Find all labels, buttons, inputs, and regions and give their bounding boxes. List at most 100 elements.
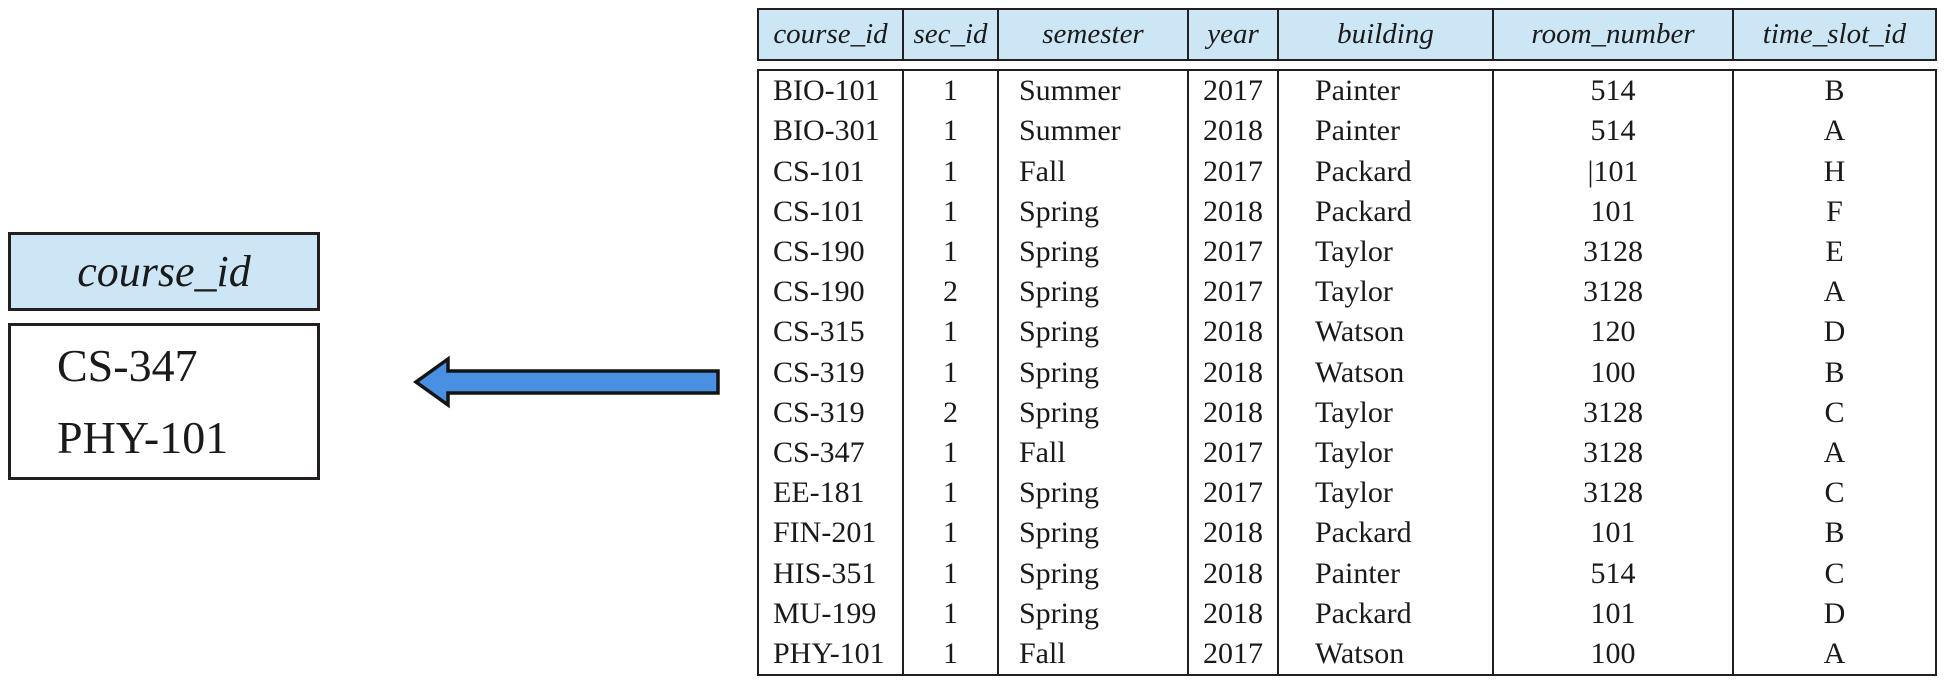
column-header-building: building bbox=[1279, 10, 1494, 59]
table-cell-year: 2018 bbox=[1189, 352, 1279, 393]
table-cell-room_number: 3128 bbox=[1494, 272, 1734, 313]
table-row: HIS-351 1 Spring 2018 Painter 514 C bbox=[759, 553, 1935, 594]
table-cell-sec_id: 1 bbox=[904, 633, 999, 675]
table-cell-building: Packard bbox=[1279, 191, 1494, 232]
table-cell-time_slot_id: C bbox=[1824, 556, 1845, 590]
table-cell-semester: Spring bbox=[999, 392, 1189, 433]
table-cell-building: Packard bbox=[1279, 593, 1494, 634]
table-cell-time_slot_id: A bbox=[1823, 114, 1846, 148]
table-row: BIO-301 1 Summer 2018 Painter 514 A bbox=[759, 111, 1935, 152]
section-table-header-row: course_id sec_id semester year building room_… bbox=[757, 8, 1937, 61]
table-cell-room_number: 514 bbox=[1494, 553, 1734, 594]
table-cell-semester: Spring bbox=[999, 191, 1189, 232]
table-cell-sec_id: 1 bbox=[904, 71, 999, 112]
table-cell-semester: Spring bbox=[999, 553, 1189, 594]
table-cell-time_slot_id: F bbox=[1826, 194, 1843, 228]
table-cell-course_id: EE-181 bbox=[759, 473, 904, 514]
left-arrow-icon bbox=[412, 355, 722, 409]
table-cell-sec_id: 1 bbox=[904, 553, 999, 594]
table-cell-course_id: BIO-301 bbox=[759, 111, 904, 152]
table-cell-course_id: CS-315 bbox=[759, 312, 904, 353]
table-cell-room_number: 3128 bbox=[1494, 473, 1734, 514]
table-cell-course_id: HIS-351 bbox=[759, 553, 904, 594]
table-cell-building: Taylor bbox=[1279, 473, 1494, 514]
table-row: CS-347 1 Fall 2017 Taylor 3128 A bbox=[759, 432, 1935, 474]
table-cell-semester: Spring bbox=[999, 231, 1189, 273]
table-cell-semester: Spring bbox=[999, 352, 1189, 393]
table-cell-building: Watson bbox=[1279, 352, 1494, 393]
table-cell-building: Watson bbox=[1279, 312, 1494, 353]
table-cell-time_slot_id: B bbox=[1824, 74, 1845, 108]
table-cell-time_slot_id: B bbox=[1824, 355, 1845, 389]
table-cell-sec_id: 1 bbox=[904, 593, 999, 634]
table-cell-sec_id: 1 bbox=[904, 191, 999, 232]
table-row: BIO-101 1 Summer 2017 Painter 514 B bbox=[759, 71, 1935, 112]
table-cell-time_slot_id: A bbox=[1823, 275, 1846, 309]
table-cell-year: 2018 bbox=[1189, 312, 1279, 353]
table-cell-sec_id: 1 bbox=[904, 111, 999, 152]
table-cell-sec_id: 1 bbox=[904, 513, 999, 554]
column-header-year: year bbox=[1189, 10, 1279, 59]
column-header-room_number: room_number bbox=[1494, 10, 1734, 59]
table-row: CS-319 2 Spring 2018 Taylor 3128 C bbox=[759, 392, 1935, 433]
table-row: CS-101 1 Spring 2018 Packard 101 F bbox=[759, 191, 1935, 232]
table-row: FIN-201 1 Spring 2018 Packard 101 B bbox=[759, 513, 1935, 554]
column-header-course_id: course_id bbox=[759, 10, 904, 59]
table-cell-course_id: PHY-101 bbox=[759, 633, 904, 675]
result-header-label: course_id bbox=[77, 247, 251, 296]
table-cell-time_slot_id: D bbox=[1823, 315, 1846, 349]
table-cell-semester: Summer bbox=[999, 111, 1189, 152]
table-cell-course_id: CS-347 bbox=[759, 432, 904, 474]
table-cell-room_number: |101 bbox=[1494, 151, 1734, 192]
table-cell-sec_id: 1 bbox=[904, 352, 999, 393]
table-cell-year: 2017 bbox=[1189, 633, 1279, 675]
table-cell-room_number: 101 bbox=[1494, 593, 1734, 634]
table-cell-room_number: 3128 bbox=[1494, 432, 1734, 474]
result-value: PHY-101 bbox=[57, 411, 229, 463]
table-cell-time_slot_id: A bbox=[1823, 435, 1846, 469]
table-cell-year: 2017 bbox=[1189, 71, 1279, 112]
table-row: CS-190 1 Spring 2017 Taylor 3128 E bbox=[759, 231, 1935, 273]
table-cell-course_id: CS-319 bbox=[759, 392, 904, 433]
table-row: CS-315 1 Spring 2018 Watson 120 D bbox=[759, 312, 1935, 353]
table-cell-year: 2018 bbox=[1189, 553, 1279, 594]
table-cell-year: 2017 bbox=[1189, 473, 1279, 514]
table-cell-time_slot_id: H bbox=[1823, 154, 1846, 188]
table-cell-course_id: MU-199 bbox=[759, 593, 904, 634]
table-cell-course_id: CS-319 bbox=[759, 352, 904, 393]
table-cell-room_number: 101 bbox=[1494, 191, 1734, 232]
table-cell-sec_id: 1 bbox=[904, 151, 999, 192]
table-cell-semester: Spring bbox=[999, 513, 1189, 554]
table-cell-building: Painter bbox=[1279, 111, 1494, 152]
table-cell-semester: Spring bbox=[999, 593, 1189, 634]
table-cell-time_slot_id: B bbox=[1824, 516, 1845, 550]
table-cell-course_id: CS-190 bbox=[759, 272, 904, 313]
table-cell-room_number: 100 bbox=[1494, 633, 1734, 675]
table-cell-time_slot_id: D bbox=[1823, 596, 1846, 630]
table-cell-room_number: 3128 bbox=[1494, 392, 1734, 433]
table-cell-course_id: CS-101 bbox=[759, 151, 904, 192]
table-cell-sec_id: 1 bbox=[904, 432, 999, 474]
table-cell-year: 2018 bbox=[1189, 513, 1279, 554]
table-cell-sec_id: 1 bbox=[904, 231, 999, 273]
table-cell-time_slot_id: E bbox=[1825, 234, 1844, 268]
table-cell-year: 2018 bbox=[1189, 392, 1279, 433]
section-table-body: BIO-101 1 Summer 2017 Painter 514 B BIO-301 1 Sum… bbox=[757, 69, 1937, 676]
table-cell-sec_id: 1 bbox=[904, 312, 999, 353]
table-cell-sec_id: 2 bbox=[904, 272, 999, 313]
table-cell-building: Watson bbox=[1279, 633, 1494, 675]
table-cell-year: 2018 bbox=[1189, 191, 1279, 232]
table-cell-semester: Spring bbox=[999, 312, 1189, 353]
result-values-box: CS-347 PHY-101 bbox=[8, 323, 320, 480]
table-cell-year: 2018 bbox=[1189, 593, 1279, 634]
table-cell-sec_id: 1 bbox=[904, 473, 999, 514]
table-row: MU-199 1 Spring 2018 Packard 101 D bbox=[759, 593, 1935, 634]
table-cell-semester: Spring bbox=[999, 473, 1189, 514]
table-cell-building: Packard bbox=[1279, 513, 1494, 554]
table-cell-semester: Fall bbox=[999, 151, 1189, 192]
table-cell-room_number: 514 bbox=[1494, 71, 1734, 112]
table-cell-semester: Summer bbox=[999, 71, 1189, 112]
table-cell-course_id: FIN-201 bbox=[759, 513, 904, 554]
table-row: CS-190 2 Spring 2017 Taylor 3128 A bbox=[759, 272, 1935, 313]
